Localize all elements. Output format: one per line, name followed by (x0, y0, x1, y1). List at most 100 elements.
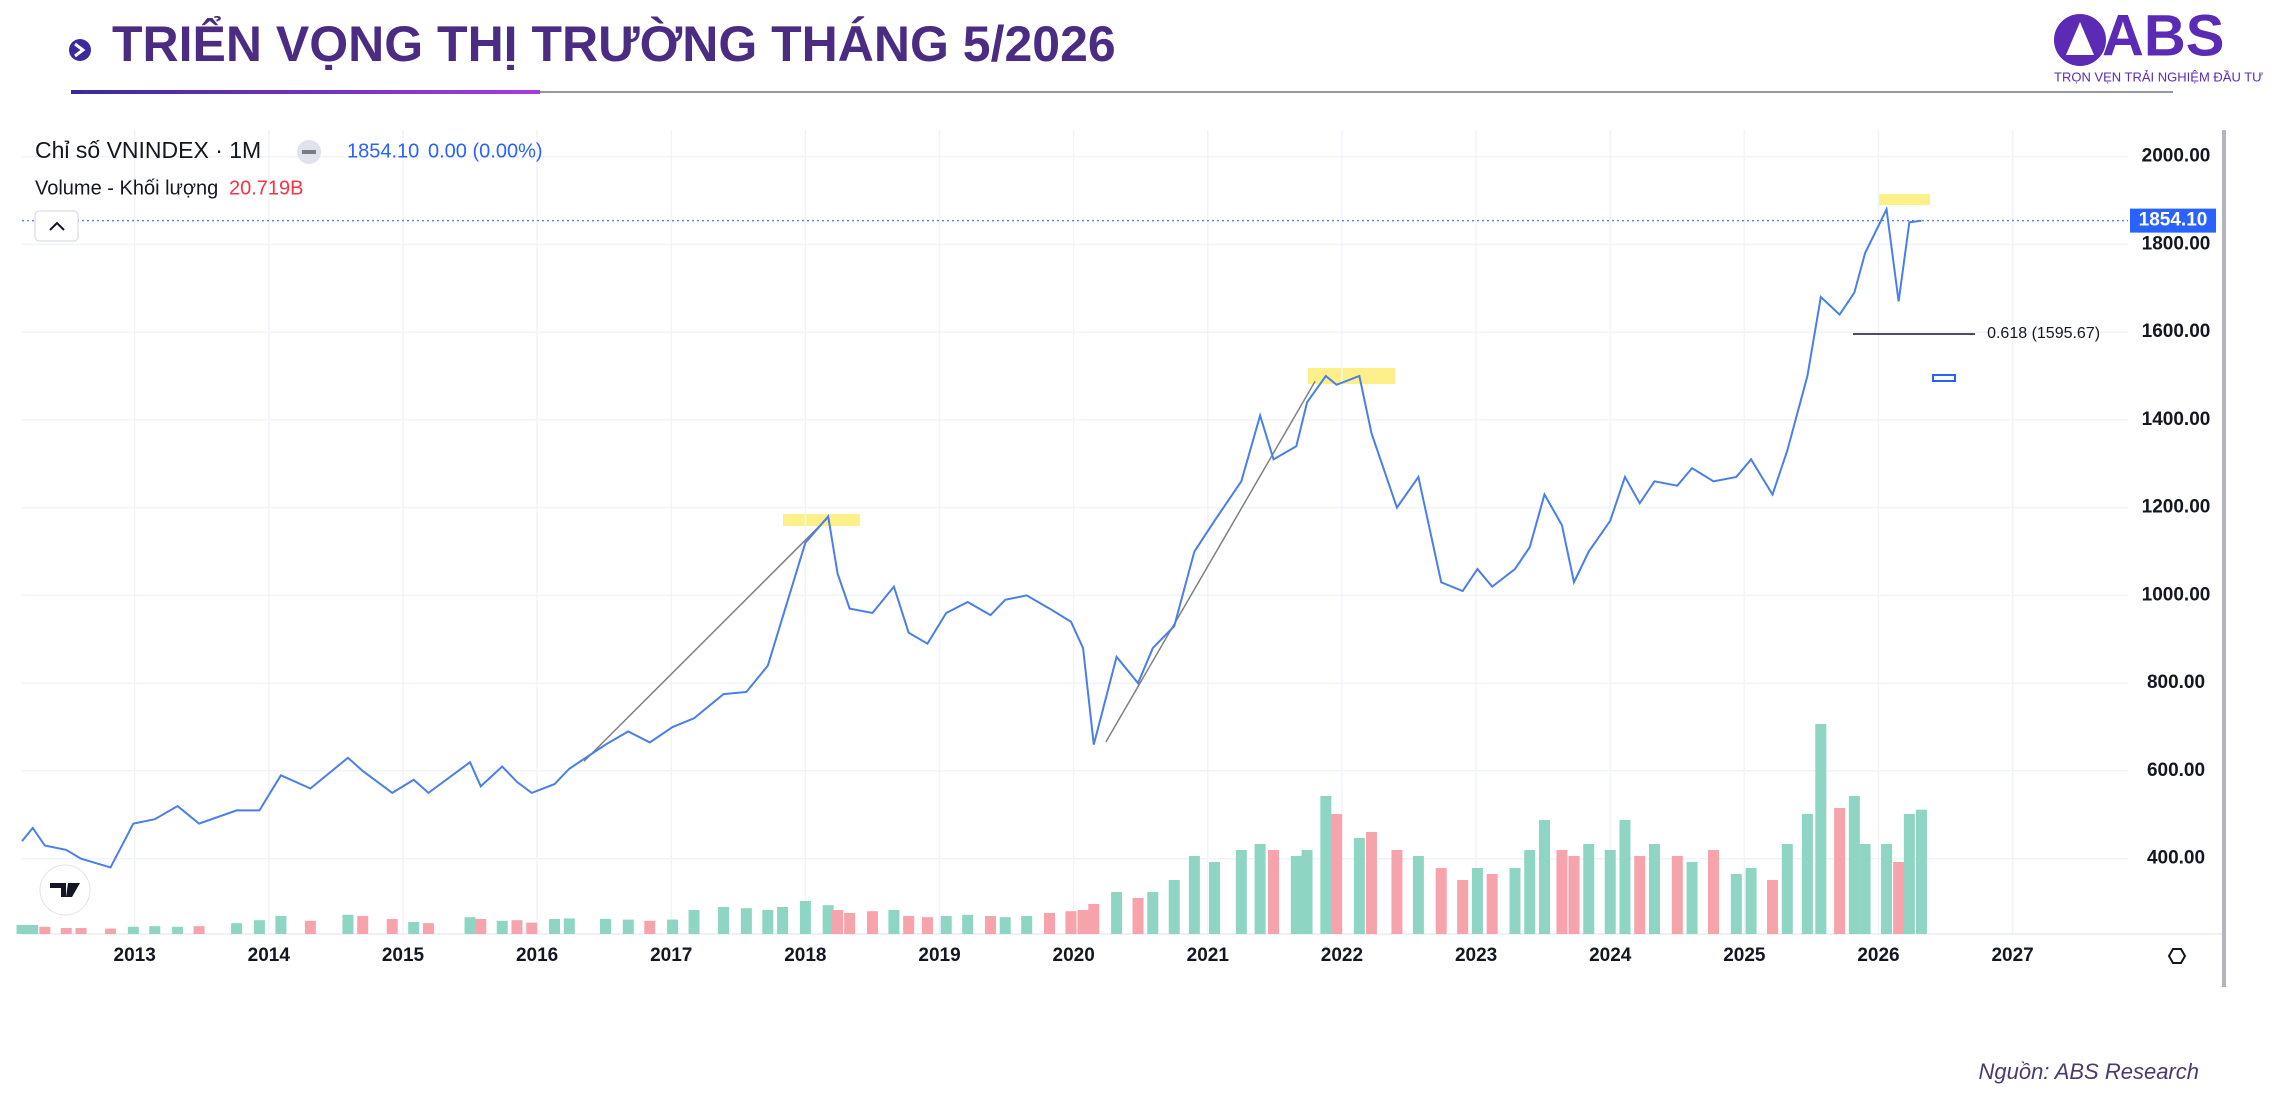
x-tick-label: 2017 (650, 945, 692, 966)
volume-bar (777, 907, 789, 934)
volume-bar (984, 916, 996, 934)
volume-bar (718, 907, 730, 934)
volume-bar (1686, 862, 1698, 934)
volume-bar (1132, 898, 1144, 934)
settings-icon[interactable] (2167, 948, 2187, 964)
volume-bar (1065, 911, 1077, 934)
price-line (21, 205, 1922, 869)
volume-bar (172, 926, 184, 934)
volume-bar (1021, 916, 1033, 934)
volume-bar (1111, 892, 1123, 934)
x-tick-label: 2025 (1723, 945, 1766, 966)
x-tick-label: 2027 (1991, 945, 2033, 966)
volume-bar (1524, 850, 1536, 934)
volume-bar (253, 920, 265, 934)
volume-bar (526, 922, 538, 934)
volume-bar (1708, 850, 1720, 934)
volume-bar (600, 919, 612, 934)
marker-box (1932, 374, 1956, 382)
volume-bar (1365, 832, 1377, 934)
volume-bar (464, 917, 476, 934)
x-tick-label: 2014 (248, 945, 291, 966)
volume-bar (799, 901, 811, 934)
volume-bar (1538, 820, 1550, 934)
x-tick-label: 2020 (1053, 945, 1095, 966)
x-tick-label: 2015 (382, 945, 425, 966)
volume-bar (1147, 892, 1159, 934)
volume-bar (1583, 844, 1595, 934)
y-tick-label: 1600.00 (2142, 321, 2211, 342)
volume-bar (127, 926, 139, 934)
volume-bar (1815, 724, 1827, 934)
volume-bar (1209, 862, 1221, 934)
x-tick-label: 2013 (114, 945, 156, 966)
page-title: TRIỂN VỌNG THỊ TRƯỜNG THÁNG 5/2026 (112, 16, 1116, 72)
volume-last: 20.719B (229, 177, 304, 199)
volume-bar (1848, 796, 1860, 934)
logo-mark-inner (2066, 22, 2094, 55)
volume-bar (1915, 809, 1927, 934)
volume-bar (1730, 874, 1742, 934)
volume-bar (1268, 850, 1280, 934)
x-tick-label: 2026 (1857, 945, 1899, 966)
volume-bar (644, 920, 656, 934)
volume-bar (667, 919, 679, 934)
x-tick-label: 2022 (1321, 945, 1363, 966)
volume-bar (1893, 862, 1905, 934)
title-underline (71, 90, 540, 94)
volume-bar (39, 926, 51, 934)
volume-bar (962, 914, 974, 934)
volume-bar (304, 920, 316, 934)
x-tick-label: 2016 (516, 945, 558, 966)
price-tag (2130, 208, 2216, 233)
highlight (1879, 194, 1930, 205)
logo-tagline: TRỌN VẸN TRẢI NGHIỆM ĐẦU TƯ (2054, 69, 2263, 84)
volume-bar (1235, 850, 1247, 934)
volume-bar (1320, 796, 1332, 934)
y-tick-label: 800.00 (2147, 672, 2205, 693)
volume-bar (866, 911, 878, 934)
volume-bar (1435, 868, 1447, 934)
volume-bar (475, 919, 487, 934)
y-tick-label: 2000.00 (2142, 146, 2211, 167)
y-tick-label: 400.00 (2147, 848, 2205, 869)
volume-bar (888, 910, 900, 934)
volume-bar (1767, 880, 1779, 934)
volume-bar (1568, 856, 1580, 934)
x-tick-label: 2018 (784, 945, 826, 966)
volume-bar (1801, 814, 1813, 934)
scale-bar (2222, 130, 2226, 987)
volume-bar (1254, 844, 1266, 934)
collapse-button[interactable] (34, 210, 79, 242)
volume-bar (1391, 850, 1403, 934)
volume-bar (149, 926, 161, 934)
volume-bar (1077, 910, 1089, 934)
volume-bar (408, 922, 420, 934)
volume-bar (1353, 838, 1365, 934)
legend-change: 0.00 (0.00%) (428, 140, 543, 162)
y-tick-label: 1200.00 (2142, 497, 2211, 518)
volume-bar (386, 919, 398, 934)
volume-bar (105, 928, 117, 934)
volume-bar (1781, 844, 1793, 934)
x-tick-label: 2024 (1589, 945, 1632, 966)
volume-bar (1509, 868, 1521, 934)
price-tag-label: 1854.10 (2139, 210, 2208, 231)
volume-bar (231, 923, 243, 934)
volume-bar (622, 919, 634, 934)
volume-bar (1745, 868, 1757, 934)
volume-bar (422, 923, 434, 934)
logo-text: ABS (2102, 3, 2224, 68)
bullet (69, 39, 91, 61)
volume-bar (1486, 874, 1498, 934)
source: Nguồn: ABS Research (1978, 1059, 2199, 1084)
legend-title: Chỉ số VNINDEX · 1M (35, 137, 261, 163)
volume-bar (193, 926, 205, 934)
volume-bar (822, 905, 834, 934)
volume-bar (1834, 808, 1846, 934)
volume-bar (1168, 880, 1180, 934)
volume-bar (60, 928, 72, 934)
volume-bar (511, 920, 523, 934)
trendline (583, 516, 829, 762)
volume-bar (1671, 856, 1683, 934)
